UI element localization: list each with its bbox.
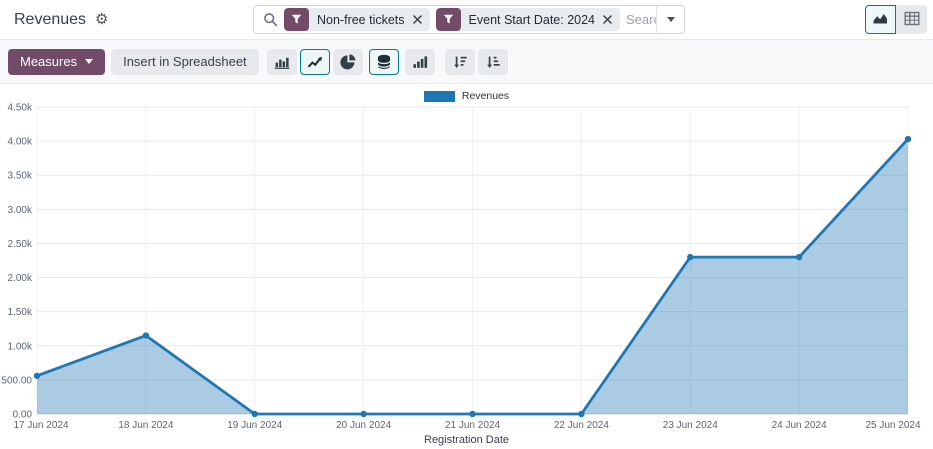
bar-chart-icon (274, 54, 290, 70)
sort-ascending-button[interactable] (477, 48, 508, 75)
view-switcher (865, 5, 927, 34)
svg-text:24 Jun 2024: 24 Jun 2024 (772, 420, 827, 431)
page-title: Revenues (14, 10, 87, 28)
chart-legend[interactable]: Revenues (0, 90, 933, 102)
svg-text:3.00k: 3.00k (8, 205, 33, 216)
filter-funnel-icon (435, 8, 461, 31)
stacked-toggle-button[interactable] (368, 48, 399, 75)
measures-label: Measures (20, 54, 78, 69)
graph-toolbar: Measures Insert in Spreadsheet (0, 40, 933, 84)
line-chart-icon (307, 54, 323, 70)
svg-text:19 Jun 2024: 19 Jun 2024 (227, 420, 282, 431)
facet-label: Event Start Date: 2024 (468, 12, 595, 27)
chevron-down-icon (666, 17, 675, 22)
revenues-area-chart: 0.00 500.00 1.00k 1.50k 2.00k 2.50k 3.00k 3.50k… (1, 103, 921, 432)
legend-label: Revenues (461, 90, 510, 102)
pie-chart-icon (340, 53, 356, 70)
gear-icon[interactable]: ⚙ (95, 11, 109, 28)
filter-funnel-icon (284, 8, 309, 31)
bar-chart-button[interactable] (266, 48, 297, 75)
svg-text:1.50k: 1.50k (8, 307, 33, 318)
sort-group (444, 48, 508, 75)
search-bar[interactable]: Non-free tickets Event Start Date: 2024 (253, 5, 685, 34)
svg-text:25 Jun 2024: 25 Jun 2024 (865, 420, 920, 431)
chevron-down-icon (85, 59, 94, 64)
graph-view: Revenues 0.00 500.00 1.00k 1.50k 2.00k 2.50k 3… (0, 84, 933, 449)
chart-type-group (266, 48, 363, 75)
svg-text:500.00: 500.00 (1, 375, 32, 386)
remove-facet-icon[interactable] (603, 15, 620, 24)
svg-text:3.50k: 3.50k (8, 171, 33, 182)
facet-label: Non-free tickets (317, 12, 405, 27)
sort-descending-icon (452, 54, 468, 70)
search-icon (254, 12, 284, 27)
svg-text:2.50k: 2.50k (8, 239, 33, 250)
svg-text:17 Jun 2024: 17 Jun 2024 (13, 420, 68, 431)
ascending-bars-icon (412, 54, 428, 70)
search-facet[interactable]: Event Start Date: 2024 (435, 8, 620, 31)
pivot-view-button[interactable] (896, 5, 927, 34)
line-chart-button[interactable] (299, 48, 330, 75)
svg-text:0.00: 0.00 (13, 410, 33, 421)
insert-in-spreadsheet-button[interactable]: Insert in Spreadsheet (111, 48, 259, 75)
search-facet[interactable]: Non-free tickets (284, 8, 430, 31)
svg-text:2.00k: 2.00k (8, 273, 33, 284)
svg-text:1.00k: 1.00k (8, 341, 33, 352)
svg-text:18 Jun 2024: 18 Jun 2024 (118, 420, 173, 431)
remove-facet-icon[interactable] (412, 15, 430, 24)
measures-button[interactable]: Measures (8, 48, 106, 75)
control-panel-header: Revenues ⚙ Non-free tickets Event Start … (0, 0, 933, 40)
sort-ascending-icon (485, 54, 501, 70)
svg-text:20 Jun 2024: 20 Jun 2024 (336, 420, 391, 431)
search-input[interactable] (626, 12, 656, 27)
svg-text:4.50k: 4.50k (8, 103, 33, 114)
svg-text:23 Jun 2024: 23 Jun 2024 (663, 420, 718, 431)
cumulative-toggle-button[interactable] (404, 48, 435, 75)
area-chart-icon (872, 10, 889, 29)
legend-swatch (423, 90, 455, 102)
breadcrumb: Revenues ⚙ (14, 0, 109, 39)
pie-chart-button[interactable] (332, 48, 363, 75)
stacked-database-icon (376, 54, 392, 70)
pivot-table-icon (904, 11, 920, 29)
graph-view-button[interactable] (865, 5, 896, 34)
svg-text:21 Jun 2024: 21 Jun 2024 (445, 420, 500, 431)
sort-descending-button[interactable] (444, 48, 475, 75)
svg-text:4.00k: 4.00k (8, 137, 33, 148)
search-dropdown-toggle[interactable] (656, 6, 684, 33)
svg-text:22 Jun 2024: 22 Jun 2024 (554, 420, 609, 431)
x-axis-title: Registration Date (424, 434, 509, 446)
